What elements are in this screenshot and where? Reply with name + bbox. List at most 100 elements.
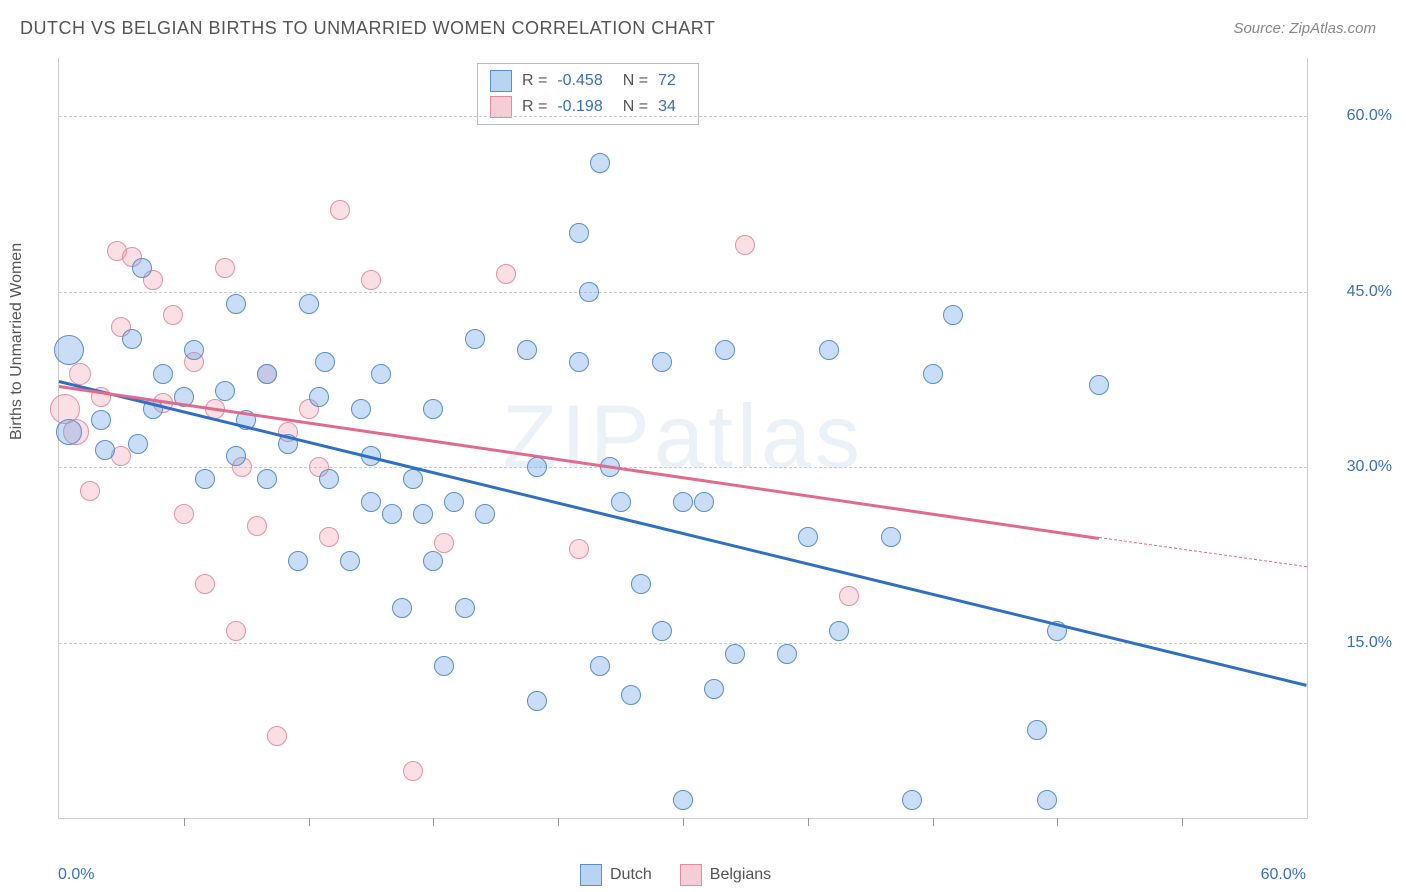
data-point [1089, 375, 1109, 395]
data-point [673, 790, 693, 810]
x-axis-max-label: 60.0% [1261, 866, 1306, 884]
data-point [403, 761, 423, 781]
x-tick [683, 818, 684, 826]
data-point [569, 539, 589, 559]
data-point [319, 469, 339, 489]
data-point [122, 329, 142, 349]
data-point [361, 492, 381, 512]
data-point [403, 469, 423, 489]
data-point [195, 574, 215, 594]
stat-r-label: R = [522, 72, 547, 90]
data-point [351, 399, 371, 419]
data-point [475, 504, 495, 524]
data-point [382, 504, 402, 524]
x-tick [184, 818, 185, 826]
stat-r-value: -0.198 [557, 98, 602, 116]
data-point [434, 533, 454, 553]
legend-item: Belgians [680, 864, 771, 886]
data-point [652, 352, 672, 372]
data-point [527, 457, 547, 477]
data-point [226, 446, 246, 466]
data-point [777, 644, 797, 664]
data-point [128, 434, 148, 454]
data-point [735, 235, 755, 255]
data-point [132, 258, 152, 278]
data-point [819, 340, 839, 360]
series-swatch [490, 96, 512, 118]
data-point [444, 492, 464, 512]
gridline-h [59, 116, 1307, 117]
y-tick-label: 60.0% [1347, 107, 1392, 125]
scatter-plot-area: ZIPatlas R =-0.458N =72R =-0.198N =34 [58, 58, 1308, 819]
data-point [371, 364, 391, 384]
data-point [257, 364, 277, 384]
data-point [423, 551, 443, 571]
data-point [579, 282, 599, 302]
data-point [455, 598, 475, 618]
trend-line [59, 385, 1099, 539]
stat-row: R =-0.458N =72 [490, 68, 686, 94]
trend-line [1099, 537, 1307, 567]
x-tick [433, 818, 434, 826]
data-point [226, 621, 246, 641]
data-point [95, 440, 115, 460]
data-point [247, 516, 267, 536]
data-point [725, 644, 745, 664]
data-point [527, 691, 547, 711]
x-tick [558, 818, 559, 826]
x-tick [1057, 818, 1058, 826]
data-point [923, 364, 943, 384]
data-point [288, 551, 308, 571]
data-point [652, 621, 672, 641]
x-tick [1182, 818, 1183, 826]
x-axis-min-label: 0.0% [58, 866, 94, 884]
x-tick [808, 818, 809, 826]
chart-title: DUTCH VS BELGIAN BIRTHS TO UNMARRIED WOM… [20, 18, 715, 39]
gridline-h [59, 643, 1307, 644]
data-point [611, 492, 631, 512]
data-point [267, 726, 287, 746]
data-point [590, 153, 610, 173]
stat-n-value: 34 [658, 98, 676, 116]
data-point [423, 399, 443, 419]
data-point [361, 270, 381, 290]
data-point [163, 305, 183, 325]
data-point [80, 481, 100, 501]
data-point [184, 340, 204, 360]
data-point [195, 469, 215, 489]
data-point [340, 551, 360, 571]
data-point [943, 305, 963, 325]
data-point [465, 329, 485, 349]
x-tick [933, 818, 934, 826]
data-point [829, 621, 849, 641]
y-tick-label: 30.0% [1347, 458, 1392, 476]
data-point [694, 492, 714, 512]
legend-label: Belgians [710, 866, 771, 884]
data-point [69, 363, 91, 385]
stat-n-label: N = [623, 72, 648, 90]
data-point [704, 679, 724, 699]
data-point [673, 492, 693, 512]
stat-n-label: N = [623, 98, 648, 116]
data-point [569, 352, 589, 372]
data-point [215, 381, 235, 401]
source-attribution: Source: ZipAtlas.com [1233, 20, 1376, 37]
data-point [839, 586, 859, 606]
data-point [226, 294, 246, 314]
data-point [621, 685, 641, 705]
data-point [309, 387, 329, 407]
data-point [91, 410, 111, 430]
data-point [315, 352, 335, 372]
data-point [215, 258, 235, 278]
data-point [496, 264, 516, 284]
data-point [434, 656, 454, 676]
data-point [881, 527, 901, 547]
legend-item: Dutch [580, 864, 652, 886]
legend-swatch [580, 864, 602, 886]
data-point [517, 340, 537, 360]
data-point [631, 574, 651, 594]
y-tick-label: 45.0% [1347, 283, 1392, 301]
series-legend: Dutch Belgians [580, 864, 771, 886]
y-tick-label: 15.0% [1347, 634, 1392, 652]
data-point [174, 504, 194, 524]
